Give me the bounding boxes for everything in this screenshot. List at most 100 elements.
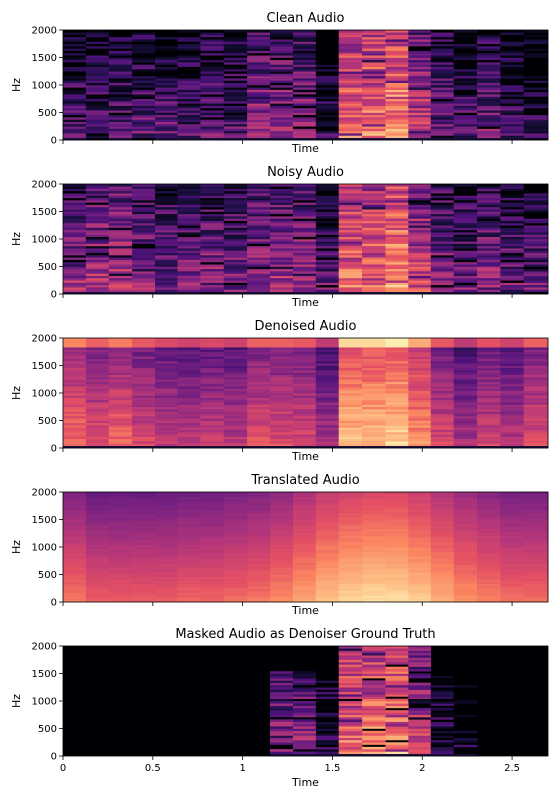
spectrogram-cell — [108, 404, 133, 408]
spectrogram-cell — [523, 386, 549, 389]
spectrogram-cell — [523, 556, 549, 559]
spectrogram-cell — [177, 200, 201, 203]
spectrogram-cell — [430, 94, 454, 97]
spectrogram-cell — [292, 595, 317, 598]
spectrogram-cell — [500, 119, 525, 122]
spectrogram-cell — [200, 365, 225, 369]
spectrogram-cell — [362, 287, 386, 290]
spectrogram-cell — [408, 98, 432, 102]
spectrogram-cell — [155, 510, 178, 513]
spectrogram-cell — [132, 590, 156, 594]
spectrogram-cell — [63, 563, 87, 566]
spectrogram-cell — [155, 200, 178, 203]
spectrogram-cell — [132, 137, 156, 141]
spectrogram-cell — [453, 431, 478, 435]
spectrogram-cell — [63, 569, 87, 573]
spectrogram-cell — [247, 526, 271, 529]
spectrogram-cell — [338, 563, 363, 566]
spectrogram-cell — [385, 749, 409, 752]
spectrogram-cell — [177, 289, 201, 293]
spectrogram-cell — [108, 358, 133, 362]
spectrogram-cell — [362, 234, 386, 238]
spectrogram-cell — [430, 510, 454, 513]
spectrogram-cell — [523, 445, 549, 449]
spectrogram-cell — [247, 376, 271, 380]
spectrogram-cell — [292, 517, 317, 520]
spectrogram-cell — [200, 585, 225, 589]
spectrogram-cell — [523, 402, 549, 405]
spectrogram-cell — [453, 197, 478, 201]
spectrogram-cell — [408, 289, 432, 293]
spectrogram-cell — [453, 680, 478, 683]
spectrogram-cell — [223, 107, 248, 111]
spectrogram-cell — [223, 268, 248, 272]
spectrogram-cell — [453, 34, 478, 38]
spectrogram-cell — [177, 519, 201, 523]
spectrogram-cell — [292, 59, 317, 63]
spectrogram-cell — [132, 429, 156, 433]
spectrogram-cell — [132, 376, 156, 380]
spectrogram-cell — [63, 528, 87, 532]
spectrogram-cell — [523, 105, 549, 109]
spectrogram-cell — [453, 505, 478, 509]
spectrogram-cell — [385, 264, 409, 267]
spectrogram-cell — [292, 241, 317, 244]
spectrogram-cell — [108, 48, 133, 51]
spectrogram-cell — [430, 728, 454, 732]
spectrogram-cell — [362, 107, 386, 111]
spectrogram-cell — [362, 239, 386, 242]
spectrogram-cell — [385, 549, 409, 552]
spectrogram-cell — [155, 565, 178, 568]
spectrogram-cell — [453, 107, 478, 111]
spectrogram-cell — [292, 236, 317, 240]
spectrogram-cell — [477, 271, 501, 274]
spectrogram-cell — [200, 356, 225, 359]
spectrogram-cell — [63, 441, 87, 444]
spectrogram-cell — [63, 57, 87, 61]
spectrogram-cell — [500, 565, 525, 568]
spectrogram-cell — [408, 71, 432, 74]
spectrogram-cell — [362, 579, 386, 582]
spectrogram-cell — [155, 184, 178, 187]
spectrogram-cell — [477, 567, 501, 571]
spectrogram-cell — [385, 726, 409, 729]
spectrogram-cell — [338, 105, 363, 109]
spectrogram-cell — [177, 48, 201, 51]
spectrogram-cell — [177, 418, 201, 421]
spectrogram-cell — [385, 438, 409, 442]
spectrogram-cell — [292, 291, 317, 295]
spectrogram-cell — [500, 112, 525, 116]
spectrogram-cell — [108, 510, 133, 513]
spectrogram-cell — [430, 347, 454, 350]
spectrogram-cell — [132, 62, 156, 65]
spectrogram-cell — [477, 390, 501, 394]
spectrogram-cell — [270, 524, 294, 527]
spectrogram-cell — [200, 429, 225, 433]
spectrogram-cell — [477, 349, 501, 353]
spectrogram-cell — [430, 501, 454, 504]
spectrogram-cell — [177, 34, 201, 38]
spectrogram-cell — [408, 34, 432, 38]
spectrogram-cell — [108, 213, 133, 217]
spectrogram-cell — [200, 220, 225, 224]
spectrogram-cell — [408, 291, 432, 295]
spectrogram-cell — [132, 252, 156, 256]
spectrogram-cell — [362, 91, 386, 95]
spectrogram-cell — [292, 259, 317, 263]
spectrogram-cell — [270, 135, 294, 139]
spectrogram-cell — [408, 117, 432, 120]
spectrogram-cell — [177, 89, 201, 93]
spectrogram-cell — [223, 229, 248, 233]
spectrogram-cell — [200, 402, 225, 405]
spectrogram-cell — [338, 36, 363, 40]
spectrogram-cell — [430, 291, 454, 295]
spectrogram-cell — [500, 521, 525, 525]
spectrogram-cell — [247, 409, 271, 412]
spectrogram-cell — [223, 82, 248, 86]
spectrogram-cell — [223, 75, 248, 79]
spectrogram-cell — [338, 112, 363, 116]
spectrogram-cell — [523, 406, 549, 410]
spectrogram-cell — [292, 680, 317, 683]
spectrogram-cell — [155, 443, 178, 447]
spectrogram-cell — [63, 275, 87, 279]
